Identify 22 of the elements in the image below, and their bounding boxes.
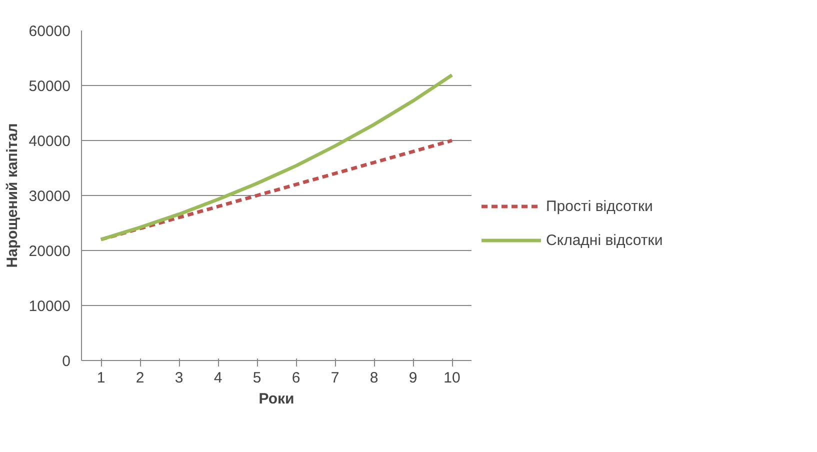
x-tick-label: 1: [96, 370, 106, 386]
line-series: [99, 73, 454, 242]
y-tick-label: 10000: [28, 298, 71, 315]
legend-label: Прості відсотки: [546, 198, 653, 214]
y-axis-title: Нарощений капітал: [4, 123, 21, 268]
x-tick-label: 3: [174, 370, 184, 386]
y-tick-label: 30000: [28, 188, 71, 205]
legend-label: Складні відсотки: [546, 232, 663, 248]
x-tick-label: 10: [444, 370, 460, 386]
y-tick-label: 60000: [28, 23, 71, 40]
x-tick-label: 8: [370, 370, 378, 386]
y-tick-label: 20000: [28, 243, 71, 260]
x-tick-label: 5: [252, 370, 262, 386]
x-tick-label: 6: [292, 370, 300, 386]
x-tick-label: 9: [408, 370, 418, 386]
x-tick-label: 2: [136, 370, 144, 386]
y-tick-label: 40000: [28, 133, 71, 150]
x-tick-label: 4: [214, 370, 222, 386]
y-tick-label: 50000: [28, 78, 71, 95]
y-tick-label: 0: [62, 353, 70, 370]
x-axis-title: Роки: [258, 390, 294, 408]
x-tick-label: 7: [330, 370, 340, 386]
